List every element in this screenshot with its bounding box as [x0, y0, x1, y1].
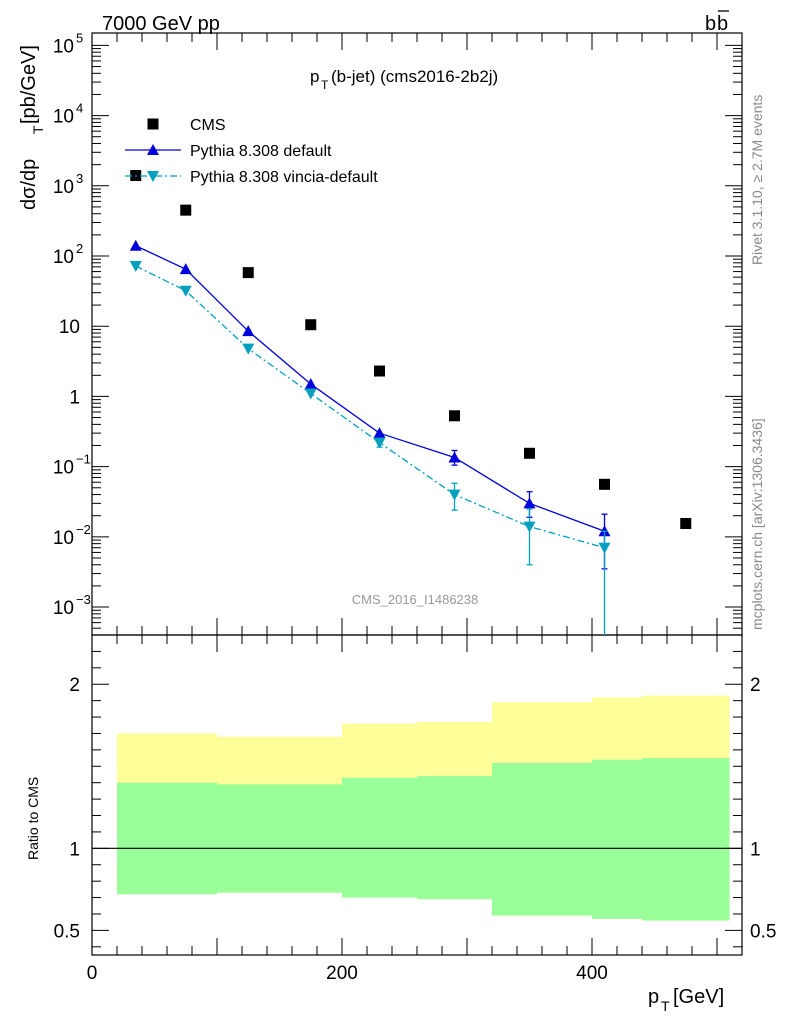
main-ylabel-rest: [pb/GeV]: [18, 45, 40, 124]
ratio-xtick-label-0: 0: [87, 963, 98, 984]
data-point-0-7: [599, 478, 610, 490]
data-point-2-4: [373, 437, 386, 449]
main-ylabel-sub: T: [30, 125, 46, 134]
process-label: b b: [705, 10, 729, 35]
ratio-bands-layer: [92, 695, 742, 921]
data-point-0-3: [305, 319, 317, 331]
data-point-1-0: [129, 239, 142, 251]
ratio-band-inner-1: [217, 784, 342, 893]
main-ytick-label-0: 10: [53, 598, 74, 619]
main-ytick-label-8: 10: [53, 36, 74, 57]
ratio-y-axis-label: Ratio to CMS: [25, 777, 41, 860]
plot-title: p T (b-jet) (cms2016-2b2j): [310, 67, 498, 92]
ratio-ytick-label-right-1: 1: [750, 839, 761, 860]
legend-label-1: Pythia 8.308 default: [190, 143, 332, 160]
data-point-1-6: [523, 497, 536, 509]
data-point-0-4: [374, 365, 385, 377]
data-point-0-1: [180, 204, 192, 216]
ratio-band-inner-3: [417, 776, 492, 900]
plot-title-sub: T: [321, 78, 329, 92]
main-ytick-label-4: 10: [59, 317, 80, 338]
ratio-xtick-label-1: 200: [326, 963, 358, 984]
data-point-0-6: [524, 447, 535, 459]
x-axis-label: p T [GeV]: [648, 986, 724, 1014]
data-point-2-0: [129, 261, 142, 273]
mcplots-label: mcplots.cern.ch [arXiv:1306.3436]: [749, 418, 765, 630]
main-ytick-label-6: 10: [53, 177, 74, 198]
ratio-ytick-label-left-1: 1: [69, 839, 80, 860]
ratio-ytick-label-right-2: 2: [750, 675, 761, 696]
legend: CMS Pythia 8.308 default Pythia 8.308 vinc…: [125, 117, 378, 186]
data-point-1-4: [373, 427, 386, 439]
process-label-b: b: [705, 13, 716, 35]
legend-label-2: Pythia 8.308 vincia-default: [190, 169, 378, 186]
series-line-1: [135, 245, 605, 532]
main-ytick-label-5: 10: [53, 247, 74, 268]
legend-marker-0: [147, 118, 159, 130]
main-ylabel-main: dσ/dp: [18, 159, 40, 210]
data-point-0-2: [242, 267, 254, 279]
series-2: [129, 261, 611, 635]
ratio-band-inner-5: [592, 759, 642, 919]
xlabel-main: p: [648, 986, 659, 1008]
ratio-ytick-label-right-0: 0.5: [750, 921, 776, 942]
main-ytick-exp-5: 2: [76, 241, 83, 256]
main-ytick-label-3: 1: [69, 387, 80, 408]
data-point-2-3: [304, 388, 317, 400]
data-point-1-1: [179, 263, 192, 275]
main-ytick-label-2: 10: [53, 458, 74, 479]
plot-title-rest: (b-jet) (cms2016-2b2j): [331, 67, 498, 86]
data-point-2-7: [598, 542, 611, 554]
series-layer: [129, 170, 692, 635]
series-line-2: [135, 265, 605, 549]
ratio-ytick-label-left-0: 0.5: [54, 921, 80, 942]
data-point-2-6: [523, 521, 536, 533]
ratio-axis-ticks: 0.5 0.5 1 1 2 2 0 200 400: [54, 635, 776, 984]
main-ytick-label-1: 10: [53, 528, 74, 549]
main-ytick-exp-8: 5: [76, 30, 83, 45]
main-ytick-exp-7: 4: [76, 101, 83, 116]
legend-marker-1: [147, 144, 159, 155]
legend-marker-2: [147, 171, 159, 182]
ratio-band-inner-4: [492, 763, 592, 916]
xlabel-rest: [GeV]: [673, 986, 724, 1008]
xlabel-sub: T: [661, 998, 670, 1014]
mcplots-text: mcplots.cern.ch [arXiv:1306.3436]: [749, 418, 765, 630]
ratio-ylabel-text: Ratio to CMS: [25, 777, 41, 860]
data-point-2-5: [448, 489, 461, 501]
ratio-band-inner-6: [642, 758, 730, 921]
data-point-0-8: [680, 517, 692, 529]
main-ytick-exp-6: 3: [76, 171, 83, 186]
collision-label: 7000 GeV pp: [102, 13, 220, 35]
data-point-1-5: [448, 451, 461, 463]
ratio-band-inner-0: [117, 782, 217, 895]
main-y-axis-label: dσ/dp T [pb/GeV]: [18, 45, 46, 210]
main-ytick-exp-1: −2: [76, 522, 91, 537]
data-point-2-2: [242, 343, 255, 355]
plot-title-p: p: [310, 67, 319, 86]
series-0: [130, 170, 692, 529]
main-ytick-exp-2: −1: [76, 452, 91, 467]
data-point-0-5: [449, 410, 460, 422]
data-point-1-2: [242, 325, 255, 337]
data-point-1-3: [304, 378, 317, 390]
ratio-xtick-label-2: 400: [576, 963, 608, 984]
rivet-text: Rivet 3.1.10, ≥ 2.7M events: [749, 95, 765, 265]
legend-label-0: CMS: [190, 117, 226, 134]
main-ytick-label-7: 10: [53, 107, 74, 128]
process-label-bbar: b: [717, 13, 728, 35]
main-ytick-exp-0: −3: [76, 592, 91, 607]
rivet-label: Rivet 3.1.10, ≥ 2.7M events: [749, 95, 765, 265]
analysis-watermark: CMS_2016_I1486238: [352, 592, 479, 607]
ratio-band-inner-2: [342, 777, 417, 898]
series-1: [129, 239, 611, 570]
data-point-2-1: [179, 285, 192, 297]
ratio-ytick-label-left-2: 2: [69, 675, 80, 696]
